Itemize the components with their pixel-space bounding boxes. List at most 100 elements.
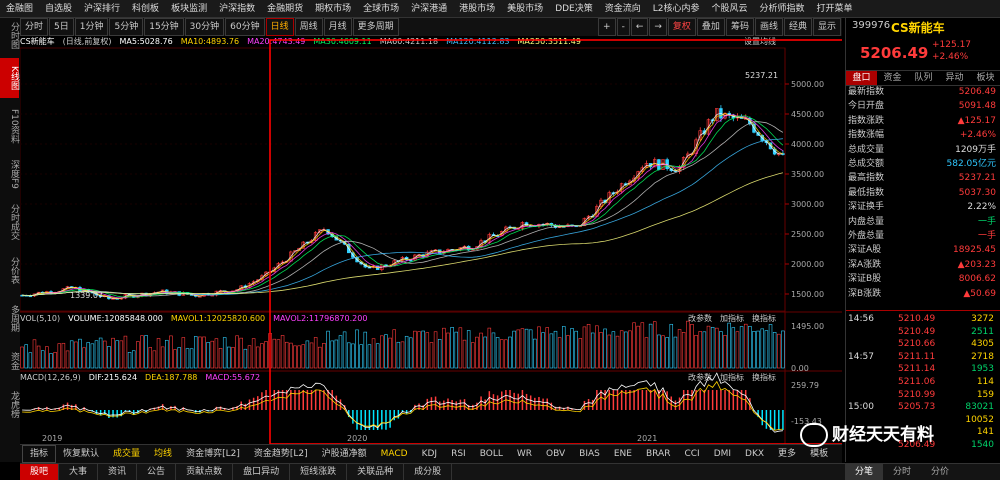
indicator-tab[interactable]: BIAS xyxy=(579,449,600,459)
panel-button[interactable]: 改参数 xyxy=(688,314,712,323)
top-menu-item[interactable]: 科创板 xyxy=(132,3,160,14)
indicator-tab[interactable]: MACD xyxy=(380,449,408,459)
bottom-tab[interactable]: 关联品种 xyxy=(347,464,405,480)
indicator-tab[interactable]: BOLL xyxy=(479,449,503,459)
bottom-tab[interactable]: 大事 xyxy=(59,464,99,480)
toolbar-nav-button[interactable]: + xyxy=(598,18,616,36)
period-button[interactable]: 15分钟 xyxy=(144,18,184,36)
left-tab[interactable]: 分价表 xyxy=(9,256,19,284)
panel-button[interactable]: 加指标 xyxy=(720,373,744,382)
period-button[interactable]: 5分钟 xyxy=(109,18,144,36)
quote-bottom-tab[interactable]: 分价 xyxy=(931,467,950,477)
kline-chart-area[interactable]: CS新能车 (日线,前复权) MA5:5028.76 MA10:4893.76 MA20… xyxy=(20,36,842,444)
bottom-tab[interactable]: 资讯 xyxy=(98,464,138,480)
panel-button[interactable]: 换指标 xyxy=(752,373,776,382)
indicator-tab[interactable]: 沪股通净额 xyxy=(321,449,367,459)
quote-bottom-tab[interactable]: 分笔 xyxy=(845,464,884,480)
bottom-tab[interactable]: 公告 xyxy=(137,464,177,480)
indicator-tab[interactable]: RSI xyxy=(451,449,466,459)
indicator-tab[interactable]: BRAR xyxy=(645,449,671,459)
indicator-tab[interactable]: OBV xyxy=(546,449,566,459)
indicator-tab[interactable]: 资金博弈[L2] xyxy=(186,449,240,459)
toolbar-right-button[interactable]: 筹码 xyxy=(725,18,754,36)
top-menu-item[interactable]: 期权市场 xyxy=(315,3,352,14)
top-menu-item[interactable]: 打开菜单 xyxy=(816,3,853,14)
indicator-tab[interactable]: ENE xyxy=(613,449,632,459)
top-menu-item[interactable]: 沪深指数 xyxy=(219,3,256,14)
indicator-tab[interactable]: CCI xyxy=(684,449,700,459)
indicator-tab[interactable]: DKX xyxy=(745,449,765,459)
left-tab[interactable]: 龙虎榜 xyxy=(9,390,19,418)
top-menu-item[interactable]: DDE决策 xyxy=(555,3,593,14)
top-menu-item[interactable]: 板块监测 xyxy=(171,3,208,14)
indicator-tab[interactable]: WR xyxy=(516,449,533,459)
indicator-tab[interactable]: 成交量 xyxy=(113,449,141,459)
top-menu-item[interactable]: 分析师指数 xyxy=(759,3,805,14)
quote-bottom-tab[interactable]: 分时 xyxy=(893,467,912,477)
indicator-tab[interactable]: 资金趋势[L2] xyxy=(253,449,308,459)
tick-price: 5210.66 xyxy=(898,339,936,350)
period-button[interactable]: 30分钟 xyxy=(184,18,225,36)
quote-tab[interactable]: 异动 xyxy=(945,73,964,83)
top-menu-item[interactable]: 沪深港通 xyxy=(411,3,448,14)
indicator-tab[interactable]: KDJ xyxy=(421,449,438,459)
top-menu-item[interactable]: 沪深排行 xyxy=(84,3,121,14)
panel-button[interactable]: 加指标 xyxy=(720,314,744,323)
quote-tab[interactable]: 队列 xyxy=(914,73,933,83)
indicator-tab[interactable]: 指标 xyxy=(22,445,57,463)
bottom-tab[interactable]: 盘口异动 xyxy=(233,464,291,480)
indicator-tab[interactable]: DMI xyxy=(713,449,732,459)
indicator-tab[interactable]: 均线 xyxy=(154,449,173,459)
indicator-tab[interactable]: 模板 xyxy=(810,449,829,459)
indicator-tab[interactable]: 恢复默认 xyxy=(63,449,100,459)
panel-button[interactable]: 设置均线 xyxy=(744,37,776,46)
tick-volume: 83021 xyxy=(965,402,994,413)
toolbar-right-button[interactable]: 画线 xyxy=(754,18,783,36)
top-menu-item[interactable]: 港股市场 xyxy=(459,3,496,14)
period-button[interactable]: 60分钟 xyxy=(225,18,265,36)
toolbar-nav-button[interactable]: ← xyxy=(630,18,649,36)
volume-bar xyxy=(772,332,777,369)
period-button[interactable]: 分时 xyxy=(20,18,49,36)
toolbar-right-button[interactable]: 复权 xyxy=(667,18,696,36)
quote-tab[interactable]: 资金 xyxy=(883,73,902,83)
period-button[interactable]: 5日 xyxy=(49,18,74,36)
bottom-tab[interactable]: 股吧 xyxy=(20,464,60,480)
toolbar-right-button[interactable]: 经典 xyxy=(783,18,812,36)
indicator-tab[interactable]: 更多 xyxy=(778,449,797,459)
top-menu-item[interactable]: 资金流向 xyxy=(604,3,641,14)
period-button[interactable]: 更多周期 xyxy=(352,18,399,36)
bottom-tab[interactable]: 成分股 xyxy=(404,464,453,480)
bottom-tab[interactable]: 贡献点数 xyxy=(176,464,234,480)
period-button[interactable]: 日线 xyxy=(265,18,294,36)
period-button[interactable]: 月线 xyxy=(323,18,352,36)
top-menu-item[interactable]: 个股风云 xyxy=(711,3,748,14)
top-menu-item[interactable]: 金融期货 xyxy=(267,3,304,14)
toolbar-nav-button[interactable]: → xyxy=(649,18,667,36)
top-menu-item[interactable]: 金融图 xyxy=(6,3,34,14)
top-menu-item[interactable]: L2核心内参 xyxy=(652,3,700,14)
volume-bar xyxy=(193,336,198,369)
period-button[interactable]: 周线 xyxy=(294,18,323,36)
left-tab[interactable]: 分时图 xyxy=(9,21,19,49)
bottom-tab[interactable]: 短线涨跌 xyxy=(290,464,348,480)
left-tab[interactable]: 资金 xyxy=(9,352,19,370)
left-tab[interactable]: 深度F9 xyxy=(9,159,19,189)
kline-svg[interactable]: 5000.00 4500.00 4000.00 3500.00 3000.00 2500.… xyxy=(20,36,842,444)
left-tab[interactable]: 分时成交 xyxy=(9,204,19,240)
left-tab[interactable]: 多周期 xyxy=(9,304,19,332)
panel-button[interactable]: 改参数 xyxy=(688,373,712,382)
top-menu-item[interactable]: 美股市场 xyxy=(507,3,544,14)
quote-tab[interactable]: 盘口 xyxy=(846,71,877,85)
left-tab[interactable]: K线图 xyxy=(0,58,19,98)
quote-tab[interactable]: 板块 xyxy=(976,73,995,83)
toolbar-right-button[interactable]: 叠加 xyxy=(696,18,725,36)
left-tab[interactable]: F10资料 xyxy=(9,108,19,144)
top-menu-item[interactable]: 自选股 xyxy=(45,3,73,14)
top-menu-item[interactable]: 全球市场 xyxy=(363,3,400,14)
toolbar-right-button[interactable]: 显示 xyxy=(812,18,841,36)
toolbar-nav-button[interactable]: - xyxy=(616,18,630,36)
period-button[interactable]: 1分钟 xyxy=(74,18,109,36)
volume-bar xyxy=(677,329,682,369)
panel-button[interactable]: 换指标 xyxy=(752,314,776,323)
